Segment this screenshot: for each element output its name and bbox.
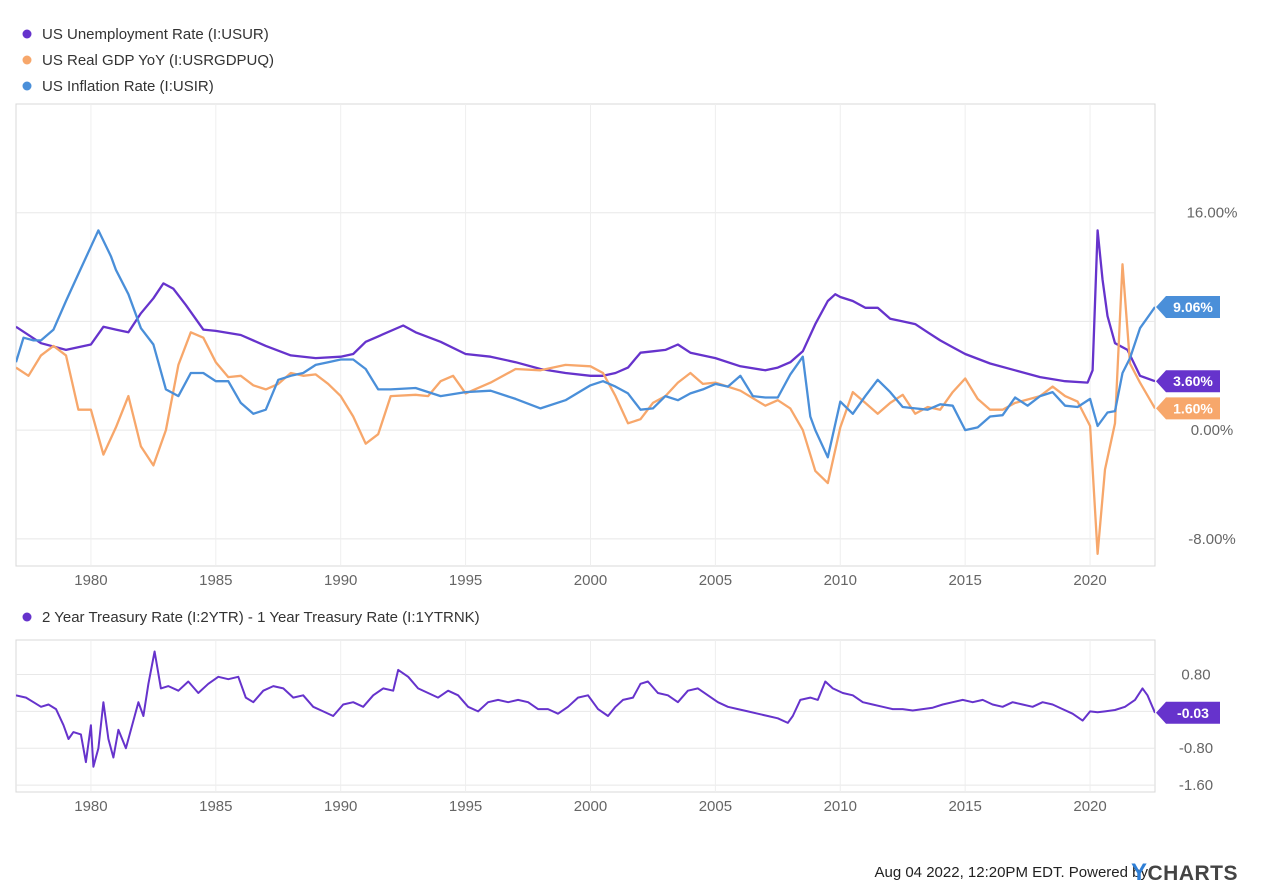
ycharts-logo[interactable]: YCHARTS xyxy=(1131,859,1238,887)
series-line xyxy=(16,229,1155,384)
x-tick-label: 1980 xyxy=(74,798,107,815)
flag-shape xyxy=(1156,370,1220,393)
legend-marker xyxy=(22,55,32,65)
flag-label: 1.60% xyxy=(1173,400,1213,416)
x-tick-label: 1980 xyxy=(74,572,107,589)
x-tick-label: 2020 xyxy=(1073,798,1106,815)
legend-entry[interactable]: US Unemployment Rate (I:USUR) xyxy=(42,26,269,43)
legend-marker xyxy=(22,612,32,622)
y-tick-label: 16.00% xyxy=(1187,205,1238,222)
y-tick-label: -0.80 xyxy=(1179,740,1213,757)
x-tick-label: 1990 xyxy=(324,572,357,589)
x-tick-label: 2010 xyxy=(824,572,857,589)
x-tick-label: 2005 xyxy=(699,798,732,815)
legend-marker xyxy=(22,81,32,91)
series-line xyxy=(16,650,1155,768)
x-tick-label: 2015 xyxy=(948,798,981,815)
plot-frame xyxy=(15,103,1156,567)
x-tick-label: 1995 xyxy=(449,798,482,815)
footer-timestamp: Aug 04 2022, 12:20PM EDT. Powered by xyxy=(874,864,1148,881)
chart-panel-1: 1980 1985 1990 1995 2000 2005 2010 2015 2020 16.0… xyxy=(15,26,1238,589)
footer-date: Aug 04 2022, 12:20PM EDT. xyxy=(874,864,1065,881)
flag-label: -0.03 xyxy=(1177,705,1209,721)
x-tick-label: 1995 xyxy=(449,572,482,589)
series-line xyxy=(16,263,1155,555)
y-tick-label: -1.60 xyxy=(1179,777,1213,794)
flag-shape xyxy=(1156,397,1220,420)
flag-shape xyxy=(1156,701,1220,724)
x-tick-label: 2000 xyxy=(574,572,607,589)
x-tick-label: 1990 xyxy=(324,798,357,815)
y-tick-label: 0.00% xyxy=(1191,422,1234,439)
x-tick-label: 2020 xyxy=(1073,572,1106,589)
x-tick-label: 2015 xyxy=(948,572,981,589)
end-value-flag: -0.03 xyxy=(1156,701,1220,724)
legend-marker xyxy=(22,29,32,39)
legend-entry[interactable]: 2 Year Treasury Rate (I:2YTR) - 1 Year T… xyxy=(42,609,480,626)
x-tick-label: 1985 xyxy=(199,572,232,589)
end-value-flag: 9.06% xyxy=(1156,296,1220,319)
brand-rest: CHARTS xyxy=(1147,862,1238,885)
end-value-flag: 3.60% xyxy=(1156,370,1220,393)
legend-entry[interactable]: US Inflation Rate (I:USIR) xyxy=(42,78,214,95)
chart-panel-2: 1980 1985 1990 1995 2000 2005 2010 2015 2020 0.80… xyxy=(15,609,1220,815)
footer-powered-by: Powered by xyxy=(1068,864,1148,881)
series-line xyxy=(16,229,1155,459)
x-tick-label: 1985 xyxy=(199,798,232,815)
end-value-flag: 1.60% xyxy=(1156,397,1220,420)
flag-shape xyxy=(1156,296,1220,319)
x-tick-label: 2005 xyxy=(699,572,732,589)
x-tick-label: 2000 xyxy=(574,798,607,815)
y-tick-label: 0.80 xyxy=(1181,667,1210,684)
y-tick-label: -8.00% xyxy=(1188,531,1236,548)
plot-frame xyxy=(15,639,1156,793)
legend-entry[interactable]: US Real GDP YoY (I:USRGDPUQ) xyxy=(42,52,274,69)
brand-y: Y xyxy=(1130,859,1148,886)
flag-label: 3.60% xyxy=(1173,373,1213,389)
x-tick-label: 2010 xyxy=(824,798,857,815)
flag-label: 9.06% xyxy=(1173,299,1213,315)
